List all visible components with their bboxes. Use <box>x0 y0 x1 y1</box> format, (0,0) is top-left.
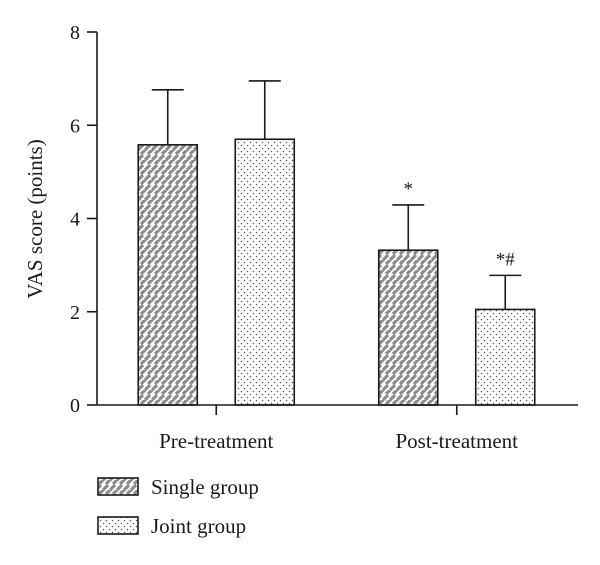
significance-label-joint-group-post-treatment: *# <box>496 249 516 270</box>
error-bars-layer <box>151 80 522 310</box>
category-label-post-treatment: Post-treatment <box>396 429 519 453</box>
bar-joint-group-pre-treatment <box>234 138 296 406</box>
y-tick-label: 4 <box>70 209 80 231</box>
bar-single-group-post-treatment <box>377 249 439 406</box>
annotations-layer: * *# <box>404 179 516 270</box>
legend-swatch-joint-group <box>97 516 139 535</box>
legend-label-single-group: Single group <box>151 475 259 499</box>
y-tick-label: 8 <box>70 22 80 44</box>
legend-label-joint-group: Joint group <box>151 514 246 538</box>
y-tick-label: 0 <box>70 395 80 417</box>
y-tick-label: 6 <box>70 115 80 137</box>
y-tick-label: 2 <box>70 302 80 324</box>
x-axis: Pre-treatment Post-treatment <box>97 404 578 453</box>
y-axis-title: VAS score (points) <box>23 139 47 298</box>
significance-label-single-group-post-treatment: * <box>404 179 414 200</box>
category-label-pre-treatment: Pre-treatment <box>159 429 273 453</box>
bar-joint-group-post-treatment <box>474 308 536 406</box>
legend-swatch-single-group <box>97 477 139 496</box>
bars-layer <box>137 138 536 406</box>
legend: Single group Joint group <box>97 475 259 538</box>
bar-single-group-pre-treatment <box>137 144 199 406</box>
y-axis: 0 2 4 6 8 <box>70 22 98 417</box>
